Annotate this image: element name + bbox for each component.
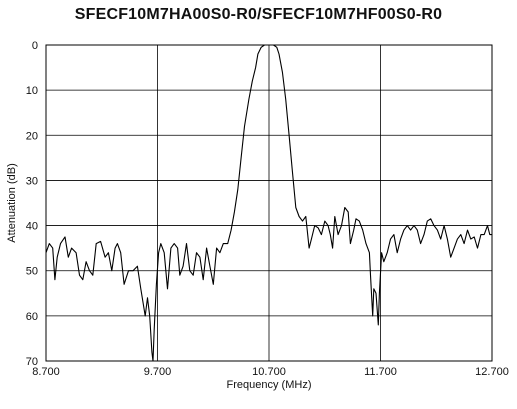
x-tick-label: 11.700 xyxy=(364,366,397,378)
x-tick-label: 12.700 xyxy=(475,366,509,378)
y-tick-label: 0 xyxy=(32,40,38,52)
y-tick-label: 60 xyxy=(26,311,38,323)
x-tick-label: 8.700 xyxy=(32,366,60,378)
x-axis-ticks: 8.700 9.700 10.700 11.700 12.700 xyxy=(32,366,509,378)
x-tick-label: 10.700 xyxy=(252,366,286,378)
y-tick-label: 50 xyxy=(26,266,38,278)
chart-title: SFECF10M7HA00S0-R0/SFECF10M7HF00S0-R0 xyxy=(74,6,443,23)
x-axis-label: Frequency (MHz) xyxy=(227,379,312,391)
y-tick-label: 30 xyxy=(26,175,38,187)
y-tick-label: 10 xyxy=(26,85,38,97)
x-tick-label: 9.700 xyxy=(144,366,172,378)
y-axis-ticks: 0 10 20 30 40 50 60 70 xyxy=(26,40,38,368)
grid xyxy=(46,45,492,361)
y-tick-label: 20 xyxy=(26,130,38,142)
y-tick-label: 70 xyxy=(26,356,38,368)
series-line-attenuation xyxy=(45,44,492,362)
y-axis-label: Attenuation (dB) xyxy=(6,163,18,243)
y-tick-label: 40 xyxy=(26,221,38,233)
